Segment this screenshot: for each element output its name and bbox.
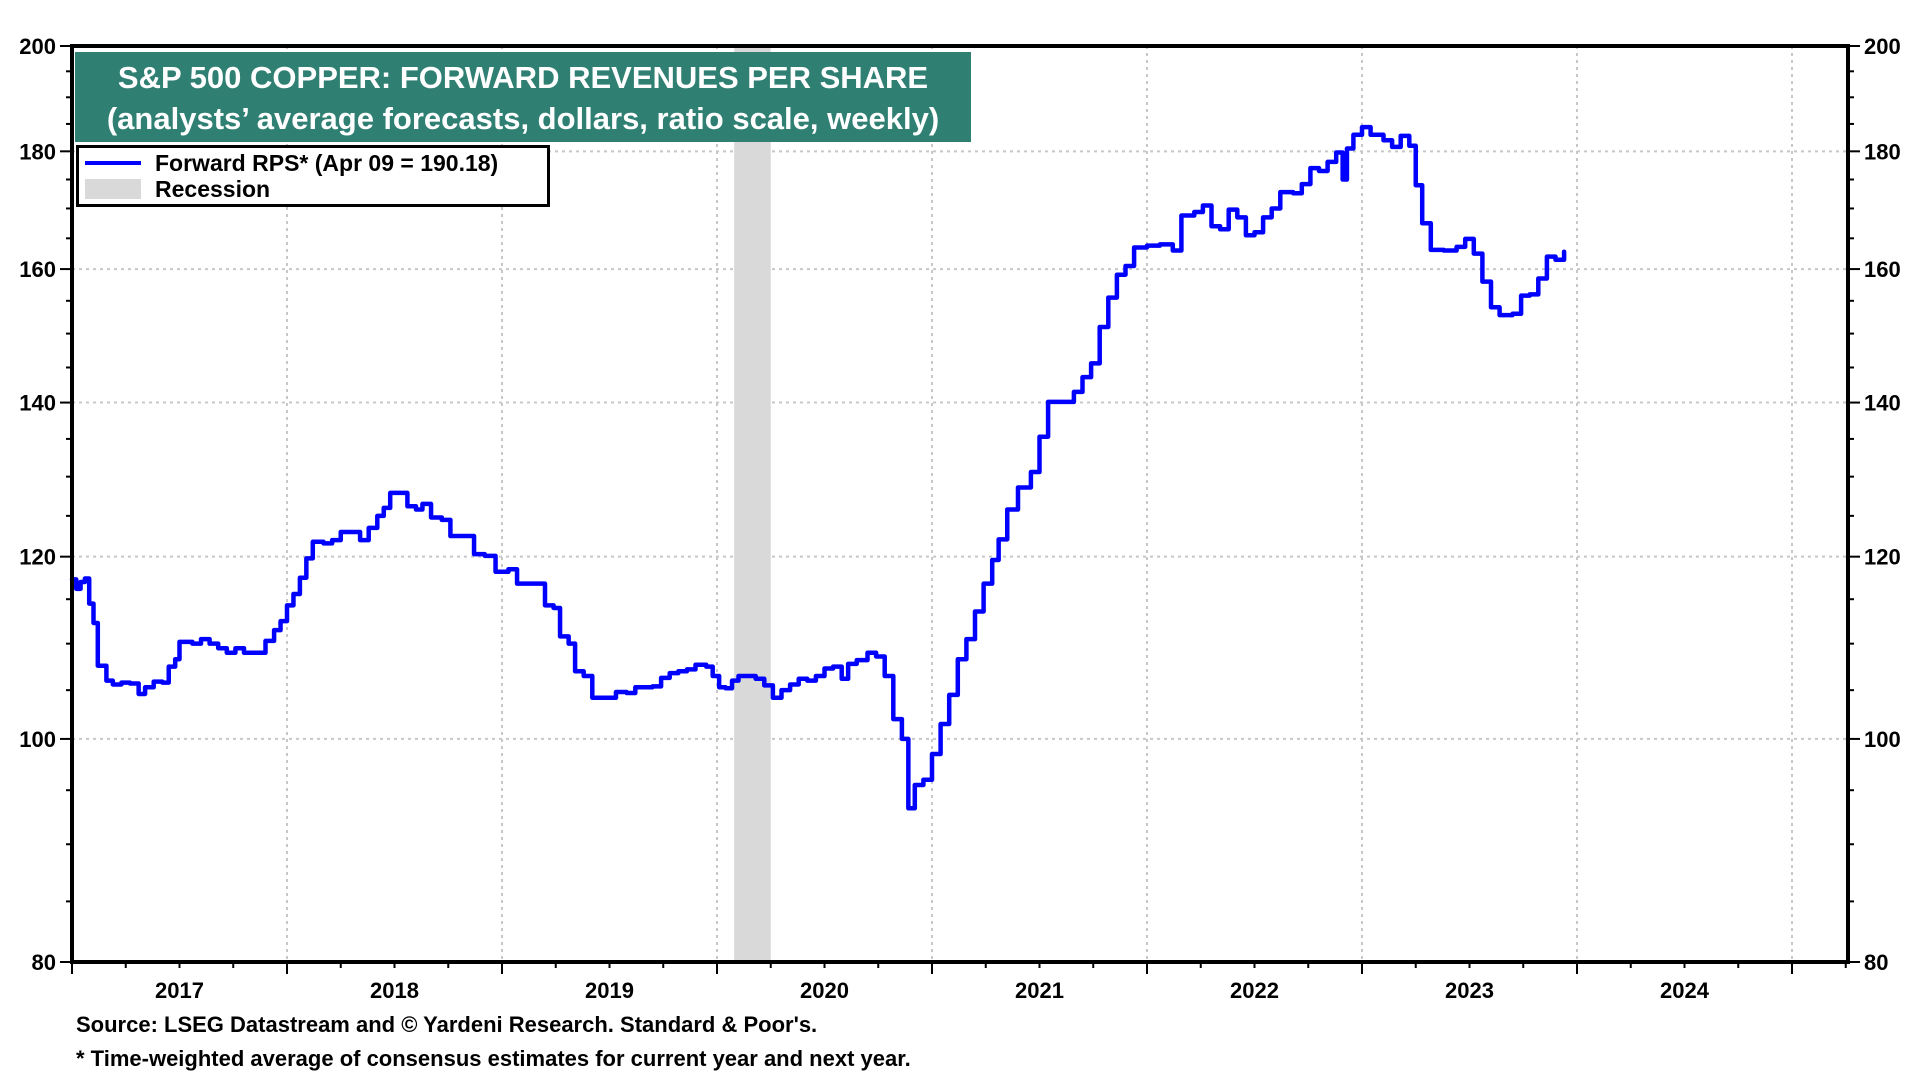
y-tick-label-right: 180 <box>1864 139 1901 164</box>
legend-label-forward-rps: Forward RPS* (Apr 09 = 190.18) <box>155 149 499 176</box>
legend-recession-swatch <box>85 179 141 199</box>
y-tick-label-left: 140 <box>19 391 56 416</box>
chart-title-box: S&P 500 COPPER: FORWARD REVENUES PER SHA… <box>75 52 971 142</box>
x-tick-label: 2018 <box>370 978 419 1003</box>
y-tick-label-right: 200 <box>1864 34 1901 59</box>
grid <box>72 46 1848 962</box>
x-tick-label: 2020 <box>800 978 849 1003</box>
y-tick-label-left: 100 <box>19 727 56 752</box>
series-layer <box>69 124 1567 811</box>
axes <box>60 44 1860 974</box>
recession-bands <box>734 46 771 962</box>
series-line-forward-rps <box>69 124 1567 811</box>
x-tick-label: 2023 <box>1445 978 1494 1003</box>
x-tick-label: 2021 <box>1015 978 1064 1003</box>
tick-labels: 80 80 100 100 120 120 140 140 160 160 180 180 200 200… <box>19 34 1900 1003</box>
legend-item-recession: Recession <box>85 176 270 202</box>
y-tick-label-left: 180 <box>19 139 56 164</box>
x-tick-label: 2024 <box>1660 978 1710 1003</box>
recession-band <box>734 46 771 962</box>
x-tick-label: 2019 <box>585 978 634 1003</box>
chart-subtitle: (analysts’ average forecasts, dollars, r… <box>106 101 940 136</box>
y-tick-label-left: 160 <box>19 257 56 282</box>
y-tick-label-right: 80 <box>1864 950 1888 975</box>
y-tick-label-right: 100 <box>1864 727 1901 752</box>
x-tick-label: 2022 <box>1230 978 1279 1003</box>
legend-item-forward-rps: Forward RPS* (Apr 09 = 190.18) <box>85 150 498 176</box>
legend: Forward RPS* (Apr 09 = 190.18) Recession <box>76 145 550 207</box>
chart-title: S&P 500 COPPER: FORWARD REVENUES PER SHA… <box>117 60 929 95</box>
y-tick-label-right: 160 <box>1864 257 1901 282</box>
y-tick-label-left: 120 <box>19 545 56 570</box>
y-tick-label-right: 140 <box>1864 391 1901 416</box>
legend-label-recession: Recession <box>155 175 271 202</box>
y-tick-label-left: 80 <box>32 950 56 975</box>
y-tick-label-right: 120 <box>1864 545 1901 570</box>
y-tick-label-left: 200 <box>19 34 56 59</box>
legend-line-swatch <box>85 161 141 165</box>
source-note: Source: LSEG Datastream and © Yardeni Re… <box>76 1012 818 1037</box>
x-tick-label: 2017 <box>155 978 204 1003</box>
footnote: * Time-weighted average of consensus est… <box>76 1046 911 1071</box>
